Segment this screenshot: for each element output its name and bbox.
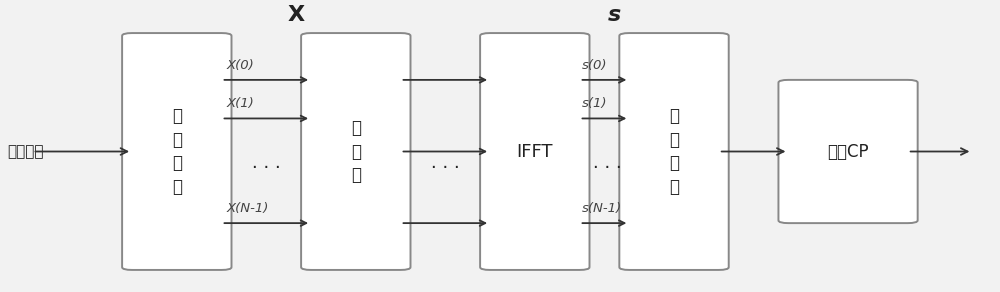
FancyBboxPatch shape: [122, 33, 232, 270]
FancyBboxPatch shape: [778, 80, 918, 223]
Text: · · ·: · · ·: [593, 159, 622, 177]
Text: s(N-1): s(N-1): [582, 202, 622, 215]
Text: · · ·: · · ·: [252, 159, 281, 177]
Text: X: X: [288, 5, 305, 25]
Text: 串
并
转
换: 串 并 转 换: [172, 107, 182, 196]
FancyBboxPatch shape: [480, 33, 590, 270]
Text: s: s: [608, 5, 621, 25]
Text: s(0): s(0): [582, 59, 607, 72]
Text: · · ·: · · ·: [431, 159, 460, 177]
Text: 并
串
转
换: 并 串 转 换: [669, 107, 679, 196]
Text: 预
编
码: 预 编 码: [351, 119, 361, 184]
Text: X(N-1): X(N-1): [227, 202, 269, 215]
FancyBboxPatch shape: [619, 33, 729, 270]
Text: 附加CP: 附加CP: [827, 142, 869, 161]
Text: X(0): X(0): [227, 59, 254, 72]
Text: X(1): X(1): [227, 97, 254, 110]
Text: 数据符号: 数据符号: [8, 144, 44, 159]
Text: IFFT: IFFT: [517, 142, 553, 161]
FancyBboxPatch shape: [301, 33, 411, 270]
Text: s(1): s(1): [582, 97, 607, 110]
